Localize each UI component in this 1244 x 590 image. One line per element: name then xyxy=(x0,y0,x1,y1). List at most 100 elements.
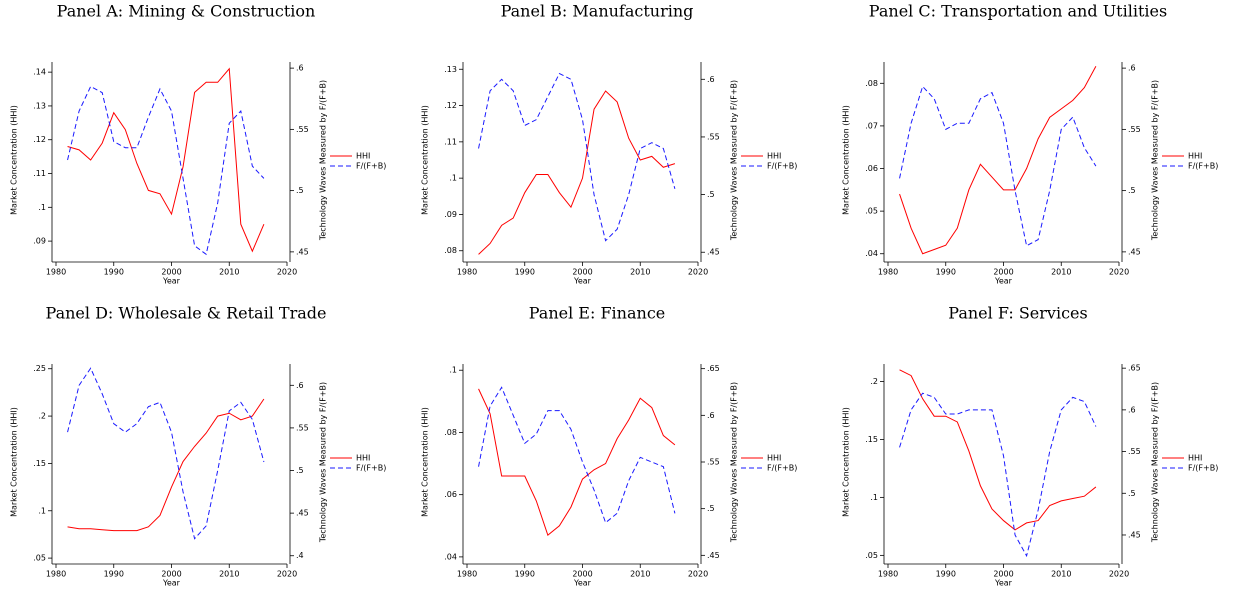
series-line xyxy=(478,72,676,242)
x-tick-label: 1980 xyxy=(878,570,898,579)
y2-tick-label: .65 xyxy=(707,364,720,373)
y2-tick-label: .5 xyxy=(707,504,715,513)
x-axis-label: Year xyxy=(573,579,592,588)
x-tick-label: 1980 xyxy=(46,268,66,277)
y2-tick-label: .45 xyxy=(296,509,309,518)
x-tick-label: 2000 xyxy=(572,570,592,579)
x-tick-label: 2020 xyxy=(277,268,297,277)
x-tick-label: 2000 xyxy=(993,570,1013,579)
x-tick-label: 1980 xyxy=(457,268,477,277)
y2-axis-label: Technology Waves Measured by F/(F+B) xyxy=(1151,80,1160,241)
legend-label: F/(F+B) xyxy=(767,464,797,473)
y2-tick-label: .55 xyxy=(1128,125,1141,134)
y-axis-label: Market Concentration (HHI) xyxy=(421,105,430,215)
y2-tick-label: .6 xyxy=(296,381,304,390)
y2-axis-label: Technology Waves Measured by F/(F+B) xyxy=(730,382,739,543)
x-tick-label: 2010 xyxy=(219,268,239,277)
x-tick-label: 2000 xyxy=(161,268,181,277)
y-tick-label: .04 xyxy=(444,552,457,561)
y-tick-label: .1 xyxy=(38,203,46,212)
x-tick-label: 1980 xyxy=(457,570,477,579)
legend-label: F/(F+B) xyxy=(356,162,386,171)
x-tick-label: 2010 xyxy=(630,268,650,277)
y2-tick-label: .55 xyxy=(296,423,309,432)
y-tick-label: .06 xyxy=(444,490,457,499)
series-line xyxy=(899,392,1097,558)
panel-title: Panel E: Finance xyxy=(529,304,666,323)
x-tick-label: 2010 xyxy=(630,570,650,579)
legend-label: HHI xyxy=(767,454,781,463)
series-line xyxy=(67,398,265,532)
y-tick-label: .05 xyxy=(865,551,878,560)
y-tick-label: .14 xyxy=(33,68,46,77)
y-axis-label: Market Concentration (HHI) xyxy=(10,407,19,517)
y-tick-label: .2 xyxy=(38,412,46,421)
x-tick-label: 1990 xyxy=(515,268,535,277)
panel-title: Panel D: Wholesale & Retail Trade xyxy=(46,304,327,323)
x-axis-label: Year xyxy=(162,277,181,286)
y2-tick-label: .5 xyxy=(296,186,304,195)
series-line xyxy=(67,67,265,253)
y2-tick-label: .45 xyxy=(1128,530,1141,539)
y-axis-label: Market Concentration (HHI) xyxy=(421,407,430,517)
y2-tick-label: .55 xyxy=(707,132,720,141)
y-tick-label: .08 xyxy=(444,428,457,437)
x-axis-label: Year xyxy=(162,579,181,588)
y-axis-label: Market Concentration (HHI) xyxy=(842,105,851,215)
y2-tick-label: .45 xyxy=(296,247,309,256)
series-line xyxy=(478,388,676,536)
legend-label: HHI xyxy=(1188,454,1202,463)
y2-tick-label: .4 xyxy=(296,551,304,560)
y-tick-label: .1 xyxy=(870,493,878,502)
legend-label: HHI xyxy=(356,152,370,161)
y2-axis-label: Technology Waves Measured by F/(F+B) xyxy=(319,382,328,543)
y-tick-label: .15 xyxy=(33,459,46,468)
y2-tick-label: .6 xyxy=(296,64,304,73)
x-tick-label: 2000 xyxy=(993,268,1013,277)
y-tick-label: .04 xyxy=(865,249,878,258)
panel-title: Panel A: Mining & Construction xyxy=(57,2,316,21)
y-tick-label: .05 xyxy=(33,554,46,563)
y2-tick-label: .45 xyxy=(1128,247,1141,256)
x-tick-label: 2010 xyxy=(1051,268,1071,277)
y-tick-label: .08 xyxy=(444,246,457,255)
legend-label: HHI xyxy=(767,152,781,161)
y-tick-label: .1 xyxy=(38,506,46,515)
legend-label: F/(F+B) xyxy=(767,162,797,171)
y-tick-label: .08 xyxy=(865,79,878,88)
y-tick-label: .25 xyxy=(33,364,46,373)
y2-tick-label: .6 xyxy=(1128,64,1136,73)
x-tick-label: 2000 xyxy=(161,570,181,579)
y2-tick-label: .5 xyxy=(707,190,715,199)
x-tick-label: 1980 xyxy=(878,268,898,277)
series-line xyxy=(899,66,1097,255)
y-tick-label: .13 xyxy=(33,101,46,110)
x-tick-label: 1990 xyxy=(515,570,535,579)
y2-tick-label: .5 xyxy=(1128,186,1136,195)
x-axis-label: Year xyxy=(994,579,1013,588)
y2-tick-label: .6 xyxy=(707,75,715,84)
series-line xyxy=(899,85,1097,247)
x-tick-label: 2020 xyxy=(688,268,708,277)
y-tick-label: .07 xyxy=(865,121,878,130)
y-axis-label: Market Concentration (HHI) xyxy=(842,407,851,517)
panel-title: Panel C: Transportation and Utilities xyxy=(869,2,1167,21)
y2-tick-label: .45 xyxy=(707,551,720,560)
y2-axis-label: Technology Waves Measured by F/(F+B) xyxy=(1151,382,1160,543)
y2-tick-label: .5 xyxy=(1128,489,1136,498)
legend-label: F/(F+B) xyxy=(1188,464,1218,473)
x-axis-label: Year xyxy=(994,277,1013,286)
x-tick-label: 1990 xyxy=(104,268,124,277)
y2-tick-label: .6 xyxy=(1128,405,1136,414)
x-tick-label: 2010 xyxy=(219,570,239,579)
y-tick-label: .12 xyxy=(33,135,46,144)
y-tick-label: .06 xyxy=(865,164,878,173)
legend-label: F/(F+B) xyxy=(356,464,386,473)
y2-tick-label: .55 xyxy=(707,458,720,467)
y-axis-label: Market Concentration (HHI) xyxy=(10,105,19,215)
y2-tick-label: .5 xyxy=(296,466,304,475)
x-tick-label: 1980 xyxy=(46,570,66,579)
y-tick-label: .05 xyxy=(865,207,878,216)
